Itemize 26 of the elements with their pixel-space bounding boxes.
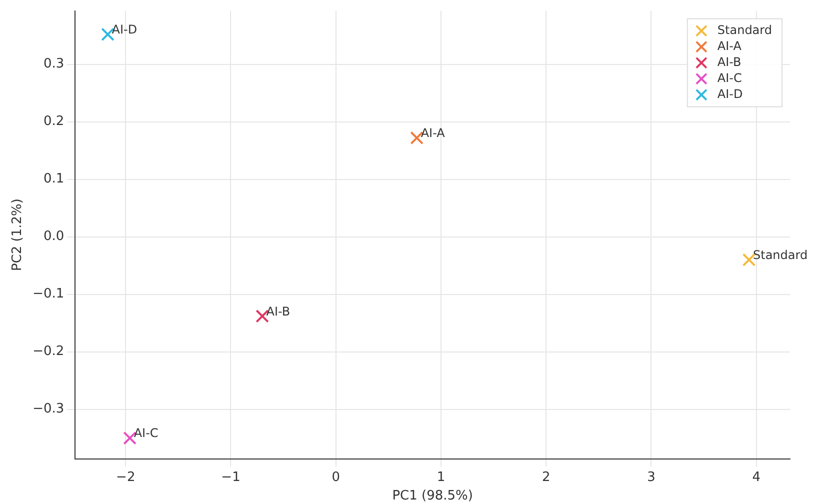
x-tick-label: 1: [436, 470, 446, 485]
y-tick-label: −0.1: [32, 286, 64, 302]
text: AI-B: [266, 304, 290, 318]
text: AI-C: [134, 426, 158, 440]
text: AI-A: [420, 126, 445, 140]
x-axis-title: PC1 (98.5%): [392, 488, 473, 504]
x-tick-label: 4: [752, 470, 760, 485]
legend-label: AI-D: [717, 86, 743, 101]
x-tick-label: 3: [647, 470, 656, 485]
text: AI-D: [112, 22, 138, 37]
x-tick-label: −1: [221, 470, 240, 485]
legend-label: AI-B: [717, 54, 742, 69]
y-tick-label: 0.2: [43, 114, 64, 130]
y-tick-label: −0.3: [32, 402, 64, 417]
text: Standard: [753, 248, 808, 262]
legend-label: Standard: [717, 22, 772, 37]
x-tick-label: −2: [116, 470, 136, 485]
y-tick-label: −0.2: [32, 344, 64, 360]
y-tick-label: 0.0: [43, 229, 64, 244]
y-tick-label: 0.3: [43, 56, 64, 72]
legend-label: AI-C: [717, 70, 742, 85]
x-tick-label: 0: [332, 470, 340, 485]
y-tick-label: 0.1: [43, 172, 64, 187]
y-axis-title: PC2 (1.2%): [10, 198, 26, 272]
legend-label: AI-A: [717, 38, 742, 53]
x-tick-label: 2: [542, 470, 550, 485]
